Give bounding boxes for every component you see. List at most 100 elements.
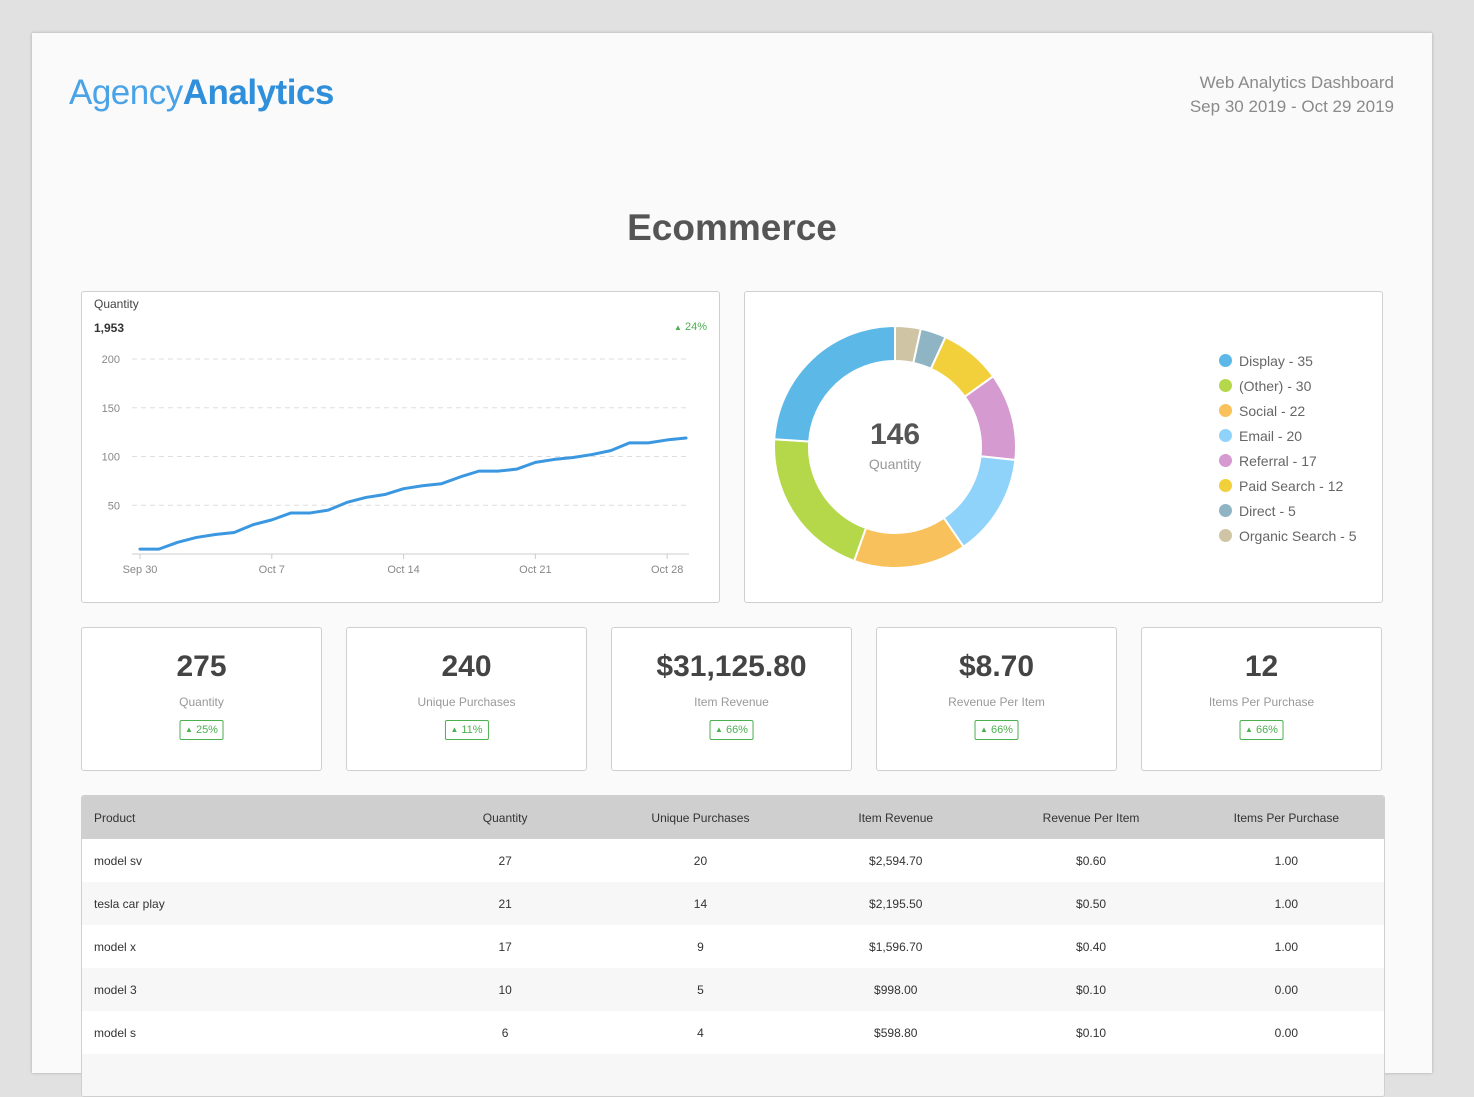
table-cell: 1.00: [1274, 939, 1299, 954]
legend-item[interactable]: Referral - 17: [1219, 448, 1357, 473]
legend-item[interactable]: Direct - 5: [1219, 498, 1357, 523]
table-cell: 14: [602, 882, 799, 925]
data-point: [665, 438, 669, 442]
kpi-value: 275: [176, 650, 227, 683]
kpi-change-badge: ▲ 25%: [179, 720, 224, 740]
data-point: [477, 469, 481, 473]
kpi-card-revenue-per-item: $8.70 Revenue Per Item ▲ 66%: [876, 627, 1117, 771]
legend-item[interactable]: Display - 35: [1219, 348, 1357, 373]
channel-donut-chart-card: 146 Quantity Display - 35 (Other) - 30 Soc…: [744, 291, 1383, 603]
data-point: [421, 484, 424, 487]
kpi-label: Quantity: [179, 695, 224, 709]
quantity-line-chart-card: Quantity 1,953 ▲ 24% 50 100 150 200 Sep 30 Oc…: [81, 291, 720, 603]
column-header-quantity[interactable]: Quantity: [407, 796, 603, 839]
x-tick-label: Oct 21: [519, 564, 551, 576]
x-tick-label: Oct 28: [651, 564, 683, 576]
donut-slice-display: [773, 324, 896, 443]
report-header-info: Web Analytics Dashboard Sep 30 2019 - Oc…: [1190, 71, 1394, 119]
data-point: [609, 449, 612, 452]
data-point: [176, 541, 179, 544]
legend-item[interactable]: (Other) - 30: [1219, 373, 1357, 398]
kpi-value: $31,125.80: [656, 650, 807, 683]
kpi-label: Revenue Per Item: [948, 695, 1045, 709]
table-cell: $2,594.70: [869, 853, 923, 868]
kpi-card-items-per-purchase: 12 Items Per Purchase ▲ 66%: [1141, 627, 1382, 771]
up-arrow-icon: ▲: [715, 725, 723, 734]
legend-label: Social - 22: [1239, 402, 1306, 419]
table-cell: 6: [501, 1025, 509, 1040]
table-header-row: Product Quantity Unique Purchases Item R…: [82, 796, 1384, 839]
kpi-change-badge: ▲ 11%: [444, 720, 489, 740]
up-arrow-icon: ▲: [673, 323, 682, 332]
agency-analytics-logo: AgencyAnalytics: [69, 73, 334, 112]
table-cell: $0.50: [993, 882, 1189, 925]
table-cell: 0.00: [1188, 968, 1384, 1011]
column-header-revenue-per-item[interactable]: Revenue Per Item: [993, 796, 1189, 839]
table-row: model s 6 4 $598.80 $0.10 0.00: [82, 1011, 1384, 1054]
legend-label: (Other) - 30: [1239, 377, 1312, 394]
up-arrow-icon: ▲: [1245, 725, 1253, 734]
table-cell: $0.10: [1076, 1025, 1107, 1040]
data-point: [195, 536, 198, 539]
kpi-label: Unique Purchases: [417, 695, 516, 709]
data-point: [590, 453, 594, 456]
table-row: model sv 27 20 $2,594.70 $0.60 1.00: [82, 839, 1384, 882]
kpi-card-unique-purchases: 240 Unique Purchases ▲ 11%: [346, 627, 587, 771]
data-point: [138, 547, 142, 551]
kpi-value: $8.70: [958, 650, 1035, 683]
kpi-change-badge: ▲ 66%: [709, 720, 754, 740]
column-header-item-revenue[interactable]: Item Revenue: [798, 796, 994, 839]
table-row: [82, 1054, 1384, 1096]
dashboard-title: Web Analytics Dashboard: [1199, 73, 1394, 92]
data-point: [270, 518, 273, 522]
donut-center-label: Quantity: [868, 456, 922, 472]
table-cell: 20: [693, 853, 708, 868]
legend-item[interactable]: Organic Search - 5: [1219, 523, 1357, 548]
legend-color-dot: [1219, 404, 1232, 417]
table-cell: 5: [602, 968, 799, 1011]
table-cell: 27: [498, 853, 512, 868]
data-point: [157, 547, 161, 551]
legend-item[interactable]: Email - 20: [1219, 423, 1357, 448]
legend-label: Display - 35: [1239, 352, 1313, 369]
legend-color-dot: [1219, 529, 1232, 542]
kpi-card-quantity: 275 Quantity ▲ 25%: [81, 627, 322, 771]
kpi-value: 240: [441, 650, 492, 683]
y-tick-label: 100: [102, 452, 120, 464]
column-header-items-per-purchase[interactable]: Items Per Purchase: [1188, 796, 1384, 839]
chart-change-badge: ▲ 24%: [673, 321, 707, 333]
chart-label: Quantity: [94, 297, 139, 311]
table-cell: model s: [94, 1025, 137, 1040]
table-cell: model 3: [82, 968, 408, 1011]
column-header-product[interactable]: Product: [82, 796, 408, 839]
kpi-label: Item Revenue: [694, 695, 769, 709]
legend-label: Referral - 17: [1239, 452, 1317, 469]
table-cell: 10: [407, 968, 603, 1011]
product-table: Product Quantity Unique Purchases Item R…: [81, 795, 1385, 1097]
donut-slice-social: [852, 516, 965, 569]
column-header-unique-purchases[interactable]: Unique Purchases: [602, 796, 799, 839]
channel-donut-chart: [773, 324, 1017, 569]
data-point: [628, 441, 631, 445]
legend-color-dot: [1219, 454, 1232, 467]
legend-item[interactable]: Paid Search - 12: [1219, 473, 1357, 498]
kpi-value: 12: [1244, 650, 1279, 683]
data-point: [345, 501, 349, 504]
table-cell: $598.80: [874, 1025, 918, 1040]
legend-item[interactable]: Social - 22: [1219, 398, 1357, 423]
data-point: [534, 461, 537, 464]
kpi-card-item-revenue: $31,125.80 Item Revenue ▲ 66%: [611, 627, 852, 771]
page-title: Ecommerce: [627, 207, 837, 248]
table-cell: 21: [407, 882, 603, 925]
table-cell: $0.10: [993, 968, 1189, 1011]
data-point: [458, 475, 462, 479]
table-cell: 1.00: [1274, 853, 1299, 868]
data-point: [289, 511, 292, 515]
y-tick-label: 200: [102, 354, 120, 366]
donut-center-value: 146: [869, 418, 921, 451]
y-tick-label: 50: [108, 500, 120, 512]
table-row: model 3 10 5 $998.00 $0.10 0.00: [82, 968, 1384, 1011]
table-row: model x 17 9 $1,596.70 $0.40 1.00: [82, 925, 1384, 968]
table-cell: 17: [498, 939, 512, 954]
table-cell: 9: [697, 939, 704, 954]
